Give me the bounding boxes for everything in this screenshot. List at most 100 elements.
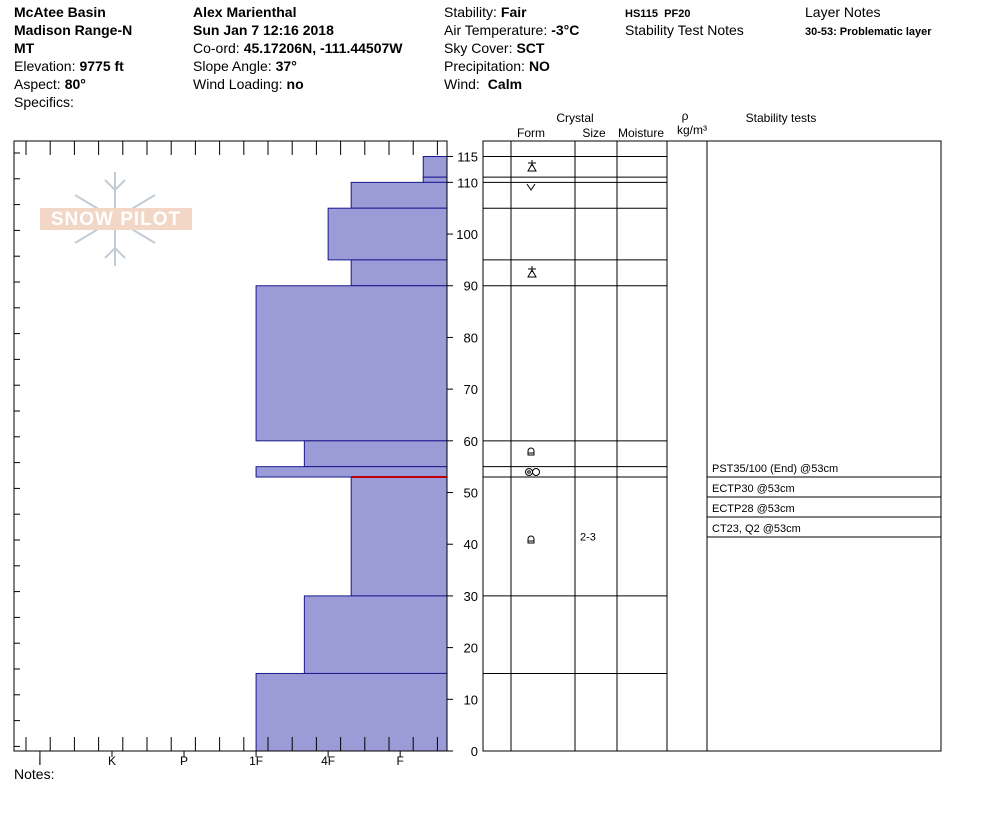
specifics: Specifics: bbox=[14, 94, 74, 110]
y-tick-label: 90 bbox=[464, 279, 478, 294]
x-tick-label: 4F bbox=[321, 754, 335, 768]
label: Slope Angle: bbox=[193, 58, 272, 74]
y-tick-label: 70 bbox=[464, 382, 478, 397]
icon bbox=[527, 447, 535, 456]
table-frame bbox=[482, 140, 942, 752]
y-tick-label: 115 bbox=[457, 150, 478, 165]
layer-note: 30-53: Problematic layer bbox=[805, 26, 932, 38]
y-tick-label: 0 bbox=[471, 744, 478, 759]
layer-bar bbox=[327, 207, 448, 261]
x-tick-label: P bbox=[180, 754, 188, 768]
stability-notes: Stability Test Notes bbox=[625, 22, 744, 38]
stability-test: PST35/100 (End) @53cm bbox=[712, 463, 838, 475]
date: Sun Jan 7 12:16 2018 bbox=[193, 22, 334, 38]
value: 80° bbox=[65, 76, 86, 92]
location: Madison Range-N bbox=[14, 22, 132, 38]
layer-bar bbox=[350, 181, 448, 209]
grain-form-icons bbox=[525, 160, 540, 544]
label: Sky Cover: bbox=[444, 40, 512, 56]
stability-test: ECTP30 @53cm bbox=[712, 483, 795, 495]
layer-bar bbox=[350, 259, 448, 287]
layer-bar bbox=[422, 156, 448, 178]
label: Precipitation: bbox=[444, 58, 525, 74]
aspect: Aspect: 80° bbox=[14, 76, 86, 92]
icon bbox=[527, 160, 537, 172]
wind: Wind: Calm bbox=[444, 76, 522, 92]
value: 9775 ft bbox=[79, 58, 124, 74]
logo-band bbox=[40, 208, 192, 230]
label: Wind Loading: bbox=[193, 76, 283, 92]
x-tick-label: I bbox=[38, 754, 41, 768]
value: Fair bbox=[501, 4, 527, 20]
header: McAtee Basin Madison Range-N MT Elevatio… bbox=[14, 4, 932, 110]
y-tick-label: 50 bbox=[464, 486, 478, 501]
y-tick-label: 20 bbox=[464, 641, 478, 656]
label: Aspect: bbox=[14, 76, 61, 92]
value: Calm bbox=[488, 76, 522, 92]
notes: Notes: bbox=[14, 766, 54, 782]
stability: Stability: Fair bbox=[444, 4, 527, 20]
layer-notes-title: Layer Notes bbox=[805, 4, 880, 20]
y-tick-label: 100 bbox=[456, 227, 478, 242]
column-header: Crystal bbox=[556, 111, 593, 125]
wind-loading: Wind Loading: no bbox=[193, 76, 304, 92]
layer-bar bbox=[255, 672, 448, 752]
y-tick-label: 60 bbox=[464, 434, 478, 449]
label: Co-ord: bbox=[193, 40, 240, 56]
column-header: ρ bbox=[682, 109, 689, 123]
label: Wind: bbox=[444, 76, 480, 92]
location: MT bbox=[14, 40, 35, 56]
label: Stability: bbox=[444, 4, 497, 20]
icon bbox=[527, 535, 535, 544]
layer-bar bbox=[350, 476, 448, 597]
grain-size: 2-3 bbox=[580, 531, 596, 543]
hs-pf: HS115 PF20 bbox=[625, 8, 690, 20]
value: 45.17206N, -111.44507W bbox=[244, 40, 404, 56]
value: Problematic layer bbox=[840, 26, 932, 38]
value: NO bbox=[529, 58, 550, 74]
column-header: kg/m³ bbox=[677, 123, 707, 137]
layer-bar bbox=[303, 595, 448, 674]
value: no bbox=[287, 76, 304, 92]
precip: Precipitation: NO bbox=[444, 58, 550, 74]
icon bbox=[526, 183, 536, 191]
elevation: Elevation: 9775 ft bbox=[14, 58, 124, 74]
stability-test: CT23, Q2 @53cm bbox=[712, 523, 801, 535]
label: Air Temperature: bbox=[444, 22, 547, 38]
column-header: Form bbox=[517, 126, 545, 140]
x-tick-label: K bbox=[108, 754, 116, 768]
column-header: Size bbox=[582, 126, 606, 140]
air-temp: Air Temperature: -3°C bbox=[444, 22, 579, 38]
coord: Co-ord: 45.17206N, -111.44507W bbox=[193, 40, 403, 56]
value: 37° bbox=[276, 58, 297, 74]
watermark: SNOW PILOT bbox=[40, 172, 192, 266]
column-header: Moisture bbox=[618, 126, 664, 140]
x-tick-label: F bbox=[396, 754, 403, 768]
y-tick-label: 30 bbox=[464, 589, 478, 604]
layer-table: Crystal Form Size Moisture ρkg/m³ Stability t… bbox=[482, 109, 942, 752]
layer-bar bbox=[422, 176, 448, 183]
icon bbox=[525, 468, 540, 476]
value: -3°C bbox=[551, 22, 579, 38]
label: Elevation: bbox=[14, 58, 75, 74]
value: SCT bbox=[516, 40, 544, 56]
logo-text: SNOW PILOT bbox=[51, 209, 181, 230]
y-tick-label: 110 bbox=[457, 175, 478, 190]
observer: Alex Marienthal bbox=[193, 4, 296, 20]
y-tick-label: 40 bbox=[464, 537, 478, 552]
label: 30-53: bbox=[805, 26, 837, 38]
sky: Sky Cover: SCT bbox=[444, 40, 545, 56]
plot-frame bbox=[13, 140, 448, 752]
y-tick-label: 80 bbox=[464, 330, 478, 345]
layer-bar bbox=[303, 440, 448, 468]
hardness-profile: I K P 1F 4F F 0 10 20 30 40 50 60 70 80 90 100 110 115 bbox=[13, 140, 478, 768]
layer-bar bbox=[255, 285, 448, 442]
x-tick-label: 1F bbox=[249, 754, 263, 768]
stability-test: ECTP28 @53cm bbox=[712, 503, 795, 515]
layer-bar bbox=[255, 466, 448, 478]
column-header: Stability tests bbox=[746, 111, 817, 125]
y-tick-label: 10 bbox=[464, 692, 478, 707]
slope: Slope Angle: 37° bbox=[193, 58, 297, 74]
icon bbox=[527, 266, 537, 278]
